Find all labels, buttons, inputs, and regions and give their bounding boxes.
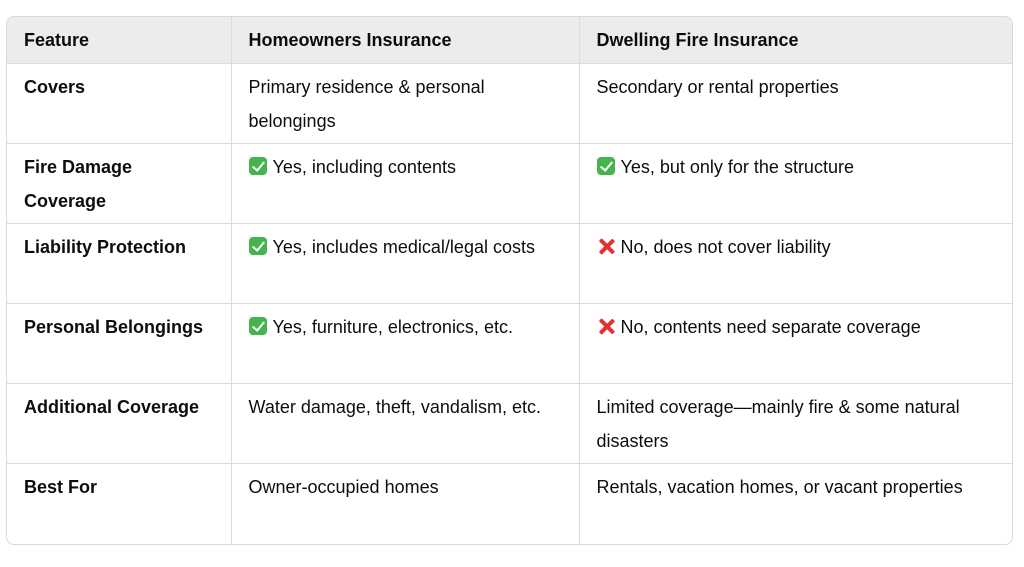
homeowners-text: Water damage, theft, vandalism, etc.: [248, 397, 541, 417]
dwelling-cell: Rentals, vacation homes, or vacant prope…: [578, 463, 1012, 544]
homeowners-cell: Yes, includes medical/legal costs: [230, 223, 579, 304]
homeowners-cell: Yes, furniture, electronics, etc.: [230, 303, 579, 384]
homeowners-text: Yes, furniture, electronics, etc.: [272, 317, 513, 337]
dwelling-cell: Yes, but only for the structure: [578, 143, 1012, 224]
header-homeowners: Homeowners Insurance: [230, 17, 579, 64]
table-row: Fire Damage Coverage Yes, including conte…: [7, 143, 1012, 224]
check-mark-icon: [248, 157, 267, 175]
homeowners-cell: Water damage, theft, vandalism, etc.: [230, 383, 579, 464]
homeowners-text: Owner-occupied homes: [248, 477, 439, 497]
dwelling-text: Secondary or rental properties: [596, 77, 839, 97]
feature-cell: Liability Protection: [7, 223, 231, 304]
check-mark-icon: [596, 157, 615, 175]
table-row: Personal Belongings Yes, furniture, elect…: [7, 303, 1012, 384]
feature-cell: Additional Coverage: [7, 383, 231, 464]
dwelling-text: No, contents need separate coverage: [620, 317, 921, 337]
feature-cell: Fire Damage Coverage: [7, 143, 231, 224]
homeowners-cell: Yes, including contents: [230, 143, 579, 224]
homeowners-cell: Owner-occupied homes: [230, 463, 579, 544]
feature-cell: Best For: [7, 463, 231, 544]
table-row: Additional Coverage Water damage, theft, …: [7, 383, 1012, 464]
comparison-table: Feature Homeowners Insurance Dwelling Fi…: [7, 17, 1012, 544]
check-mark-icon: [248, 317, 267, 335]
homeowners-text: Yes, includes medical/legal costs: [272, 237, 535, 257]
table-header-row: Feature Homeowners Insurance Dwelling Fi…: [7, 17, 1012, 64]
dwelling-cell: Limited coverage—mainly fire & some natu…: [578, 383, 1012, 464]
header-feature: Feature: [7, 17, 231, 64]
table-row: Best For Owner-occupied homes Rentals, vac…: [7, 463, 1012, 544]
feature-cell: Personal Belongings: [7, 303, 231, 384]
dwelling-text: Yes, but only for the structure: [620, 157, 854, 177]
cross-mark-icon: [597, 317, 615, 335]
dwelling-cell: No, does not cover liability: [578, 223, 1012, 304]
cross-mark-icon: [597, 237, 615, 255]
check-mark-icon: [248, 237, 267, 255]
dwelling-text: Rentals, vacation homes, or vacant prope…: [596, 477, 963, 497]
homeowners-text: Primary residence & personal belongings: [248, 77, 485, 131]
dwelling-text: No, does not cover liability: [620, 237, 831, 257]
table-row: Covers Primary residence & personal belon…: [7, 63, 1012, 144]
dwelling-text: Limited coverage—mainly fire & some natu…: [596, 397, 960, 451]
table-row: Liability Protection Yes, includes medica…: [7, 223, 1012, 304]
dwelling-cell: Secondary or rental properties: [578, 63, 1012, 144]
comparison-table-container: Feature Homeowners Insurance Dwelling Fi…: [6, 16, 1013, 545]
homeowners-cell: Primary residence & personal belongings: [230, 63, 579, 144]
header-dwelling: Dwelling Fire Insurance: [578, 17, 1012, 64]
dwelling-cell: No, contents need separate coverage: [578, 303, 1012, 384]
feature-cell: Covers: [7, 63, 231, 144]
homeowners-text: Yes, including contents: [272, 157, 456, 177]
